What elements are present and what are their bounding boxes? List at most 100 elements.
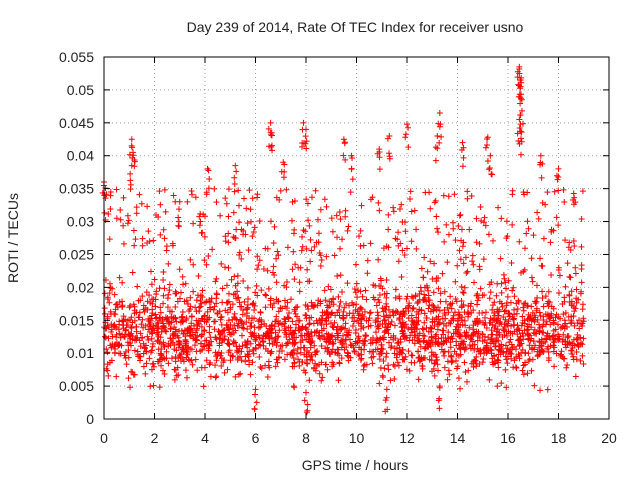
data-point (486, 166, 493, 173)
data-point (390, 361, 397, 368)
data-point (218, 260, 225, 267)
data-point (514, 74, 521, 81)
data-point (196, 304, 203, 311)
data-point (231, 181, 238, 188)
data-point (406, 337, 413, 344)
data-point (347, 189, 354, 196)
data-point (145, 326, 152, 333)
data-point (256, 217, 263, 224)
data-point (571, 243, 578, 250)
data-point (504, 322, 511, 329)
x-tick-label: 12 (399, 430, 415, 446)
data-point (226, 329, 233, 336)
data-point (330, 296, 337, 303)
data-point (342, 320, 349, 327)
data-point (450, 225, 457, 232)
data-point (146, 355, 153, 362)
data-point (573, 348, 580, 355)
data-point (545, 313, 552, 320)
data-point (573, 286, 580, 293)
data-point (445, 231, 452, 238)
data-point (137, 353, 144, 360)
data-point (579, 320, 586, 327)
data-point (376, 356, 383, 363)
data-point (392, 286, 399, 293)
data-point (157, 201, 164, 208)
data-point (469, 252, 476, 259)
data-point (334, 323, 341, 330)
data-point (115, 326, 122, 333)
data-point (296, 279, 303, 286)
data-point (431, 372, 438, 379)
data-point (405, 315, 412, 322)
data-point (212, 362, 219, 369)
data-point (277, 304, 284, 311)
data-point (244, 338, 251, 345)
data-point (453, 338, 460, 345)
data-point (518, 79, 525, 86)
data-point (143, 360, 150, 367)
data-point (487, 315, 494, 322)
data-point (490, 237, 497, 244)
data-point (379, 372, 386, 379)
data-point (116, 330, 123, 337)
data-point (173, 290, 180, 297)
data-point (493, 336, 500, 343)
data-point (178, 289, 185, 296)
data-point (426, 356, 433, 363)
data-point (271, 300, 278, 307)
data-point (144, 239, 151, 246)
data-point (197, 340, 204, 347)
data-point (225, 317, 232, 324)
data-point (245, 296, 252, 303)
data-point (349, 176, 356, 183)
data-point (216, 342, 223, 349)
data-point (474, 301, 481, 308)
data-point (119, 317, 126, 324)
data-point (428, 337, 435, 344)
data-point (421, 333, 428, 340)
data-point (381, 365, 388, 372)
data-point (580, 335, 587, 342)
data-point (413, 226, 420, 233)
data-point (187, 256, 194, 263)
data-point (386, 132, 393, 139)
data-point (106, 280, 113, 287)
data-point (170, 315, 177, 322)
data-point (523, 230, 530, 237)
data-point (358, 346, 365, 353)
data-point (512, 353, 519, 360)
data-point (322, 361, 329, 368)
data-point (545, 343, 552, 350)
data-point (154, 358, 161, 365)
data-point (374, 309, 381, 316)
data-point (358, 315, 365, 322)
data-point (241, 339, 248, 346)
data-point (306, 222, 313, 229)
data-point (566, 292, 573, 299)
data-point (148, 312, 155, 319)
data-point (448, 305, 455, 312)
data-point (257, 363, 264, 370)
data-point (328, 299, 335, 306)
data-point (199, 331, 206, 338)
data-point (232, 282, 239, 289)
data-point (327, 286, 334, 293)
data-point (303, 196, 310, 203)
data-point (312, 187, 319, 194)
data-point (284, 314, 291, 321)
data-point (542, 335, 549, 342)
data-point (256, 257, 263, 264)
data-point (151, 276, 158, 283)
data-point (201, 328, 208, 335)
data-point (555, 165, 562, 172)
data-point (435, 285, 442, 292)
data-point (431, 318, 438, 325)
data-point (374, 337, 381, 344)
data-point (303, 351, 310, 358)
data-point (194, 321, 201, 328)
data-point (171, 376, 178, 383)
data-point (270, 263, 277, 270)
data-point (245, 247, 252, 254)
data-point (337, 216, 344, 223)
